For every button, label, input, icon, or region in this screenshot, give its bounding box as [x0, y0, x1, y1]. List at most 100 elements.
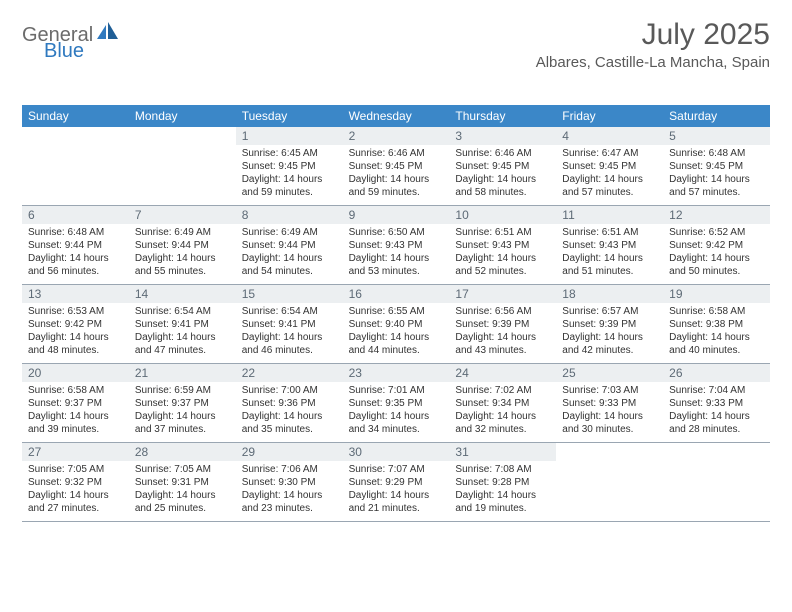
cell-body: Sunrise: 6:51 AMSunset: 9:43 PMDaylight:… [556, 224, 663, 282]
sunrise-text: Sunrise: 6:59 AM [135, 384, 230, 397]
daylight-text: Daylight: 14 hours and 59 minutes. [242, 173, 337, 199]
daylight-text: Daylight: 14 hours and 57 minutes. [562, 173, 657, 199]
sunset-text: Sunset: 9:45 PM [455, 160, 550, 173]
sunrise-text: Sunrise: 6:56 AM [455, 305, 550, 318]
day-number: 28 [129, 443, 236, 461]
sunrise-text: Sunrise: 7:05 AM [135, 463, 230, 476]
sunrise-text: Sunrise: 7:07 AM [349, 463, 444, 476]
week-row: 1Sunrise: 6:45 AMSunset: 9:45 PMDaylight… [22, 127, 770, 206]
day-number: 6 [22, 206, 129, 224]
dow-wednesday: Wednesday [343, 105, 450, 127]
cell-body: Sunrise: 6:47 AMSunset: 9:45 PMDaylight:… [556, 145, 663, 203]
sunrise-text: Sunrise: 6:53 AM [28, 305, 123, 318]
cell-body: Sunrise: 7:08 AMSunset: 9:28 PMDaylight:… [449, 461, 556, 519]
day-number: 7 [129, 206, 236, 224]
sunrise-text: Sunrise: 6:49 AM [135, 226, 230, 239]
day-number: 11 [556, 206, 663, 224]
calendar-cell: 1Sunrise: 6:45 AMSunset: 9:45 PMDaylight… [236, 127, 343, 205]
sunset-text: Sunset: 9:30 PM [242, 476, 337, 489]
day-number: 15 [236, 285, 343, 303]
calendar-cell: 22Sunrise: 7:00 AMSunset: 9:36 PMDayligh… [236, 364, 343, 442]
location-subtitle: Albares, Castille-La Mancha, Spain [536, 54, 770, 71]
daylight-text: Daylight: 14 hours and 43 minutes. [455, 331, 550, 357]
month-title: July 2025 [536, 18, 770, 52]
calendar-cell: 17Sunrise: 6:56 AMSunset: 9:39 PMDayligh… [449, 285, 556, 363]
dow-saturday: Saturday [663, 105, 770, 127]
daylight-text: Daylight: 14 hours and 34 minutes. [349, 410, 444, 436]
day-number: 2 [343, 127, 450, 145]
header: General July 2025 Albares, Castille-La M… [22, 18, 770, 71]
sunrise-text: Sunrise: 6:51 AM [455, 226, 550, 239]
dow-row: SundayMondayTuesdayWednesdayThursdayFrid… [22, 105, 770, 127]
cell-body: Sunrise: 6:57 AMSunset: 9:39 PMDaylight:… [556, 303, 663, 361]
cell-body: Sunrise: 7:01 AMSunset: 9:35 PMDaylight:… [343, 382, 450, 440]
calendar-cell: 7Sunrise: 6:49 AMSunset: 9:44 PMDaylight… [129, 206, 236, 284]
daylight-text: Daylight: 14 hours and 35 minutes. [242, 410, 337, 436]
cell-body: Sunrise: 6:49 AMSunset: 9:44 PMDaylight:… [236, 224, 343, 282]
calendar-cell-empty [129, 127, 236, 205]
sunrise-text: Sunrise: 6:58 AM [669, 305, 764, 318]
calendar-cell: 30Sunrise: 7:07 AMSunset: 9:29 PMDayligh… [343, 443, 450, 521]
cell-body: Sunrise: 6:58 AMSunset: 9:38 PMDaylight:… [663, 303, 770, 361]
calendar-cell: 6Sunrise: 6:48 AMSunset: 9:44 PMDaylight… [22, 206, 129, 284]
sunrise-text: Sunrise: 6:54 AM [242, 305, 337, 318]
day-number: 9 [343, 206, 450, 224]
cell-body: Sunrise: 6:50 AMSunset: 9:43 PMDaylight:… [343, 224, 450, 282]
week-row: 13Sunrise: 6:53 AMSunset: 9:42 PMDayligh… [22, 285, 770, 364]
sunset-text: Sunset: 9:44 PM [135, 239, 230, 252]
day-number: 16 [343, 285, 450, 303]
daylight-text: Daylight: 14 hours and 28 minutes. [669, 410, 764, 436]
sunset-text: Sunset: 9:36 PM [242, 397, 337, 410]
cell-body: Sunrise: 6:53 AMSunset: 9:42 PMDaylight:… [22, 303, 129, 361]
daylight-text: Daylight: 14 hours and 54 minutes. [242, 252, 337, 278]
sunset-text: Sunset: 9:37 PM [28, 397, 123, 410]
day-number: 25 [556, 364, 663, 382]
cell-body: Sunrise: 7:05 AMSunset: 9:32 PMDaylight:… [22, 461, 129, 519]
day-number [129, 127, 236, 145]
dow-monday: Monday [129, 105, 236, 127]
calendar-cell: 27Sunrise: 7:05 AMSunset: 9:32 PMDayligh… [22, 443, 129, 521]
cell-body: Sunrise: 6:56 AMSunset: 9:39 PMDaylight:… [449, 303, 556, 361]
sunrise-text: Sunrise: 6:48 AM [669, 147, 764, 160]
calendar-cell-empty [556, 443, 663, 521]
day-number: 13 [22, 285, 129, 303]
title-block: July 2025 Albares, Castille-La Mancha, S… [536, 18, 770, 71]
cell-body: Sunrise: 6:49 AMSunset: 9:44 PMDaylight:… [129, 224, 236, 282]
day-number: 10 [449, 206, 556, 224]
cell-body: Sunrise: 7:02 AMSunset: 9:34 PMDaylight:… [449, 382, 556, 440]
daylight-text: Daylight: 14 hours and 52 minutes. [455, 252, 550, 278]
sunrise-text: Sunrise: 6:50 AM [349, 226, 444, 239]
sunset-text: Sunset: 9:45 PM [562, 160, 657, 173]
day-number: 31 [449, 443, 556, 461]
calendar: SundayMondayTuesdayWednesdayThursdayFrid… [22, 105, 770, 522]
cell-body: Sunrise: 7:07 AMSunset: 9:29 PMDaylight:… [343, 461, 450, 519]
calendar-cell: 11Sunrise: 6:51 AMSunset: 9:43 PMDayligh… [556, 206, 663, 284]
daylight-text: Daylight: 14 hours and 39 minutes. [28, 410, 123, 436]
dow-sunday: Sunday [22, 105, 129, 127]
logo-sails-icon [97, 22, 119, 45]
daylight-text: Daylight: 14 hours and 40 minutes. [669, 331, 764, 357]
calendar-cell: 12Sunrise: 6:52 AMSunset: 9:42 PMDayligh… [663, 206, 770, 284]
daylight-text: Daylight: 14 hours and 46 minutes. [242, 331, 337, 357]
calendar-cell: 24Sunrise: 7:02 AMSunset: 9:34 PMDayligh… [449, 364, 556, 442]
daylight-text: Daylight: 14 hours and 56 minutes. [28, 252, 123, 278]
sunrise-text: Sunrise: 7:05 AM [28, 463, 123, 476]
cell-body: Sunrise: 6:58 AMSunset: 9:37 PMDaylight:… [22, 382, 129, 440]
sunrise-text: Sunrise: 7:02 AM [455, 384, 550, 397]
sunset-text: Sunset: 9:40 PM [349, 318, 444, 331]
sunset-text: Sunset: 9:33 PM [669, 397, 764, 410]
calendar-cell: 26Sunrise: 7:04 AMSunset: 9:33 PMDayligh… [663, 364, 770, 442]
sunset-text: Sunset: 9:35 PM [349, 397, 444, 410]
daylight-text: Daylight: 14 hours and 55 minutes. [135, 252, 230, 278]
cell-body: Sunrise: 6:48 AMSunset: 9:44 PMDaylight:… [22, 224, 129, 282]
cell-body: Sunrise: 6:51 AMSunset: 9:43 PMDaylight:… [449, 224, 556, 282]
day-number: 5 [663, 127, 770, 145]
daylight-text: Daylight: 14 hours and 21 minutes. [349, 489, 444, 515]
sunset-text: Sunset: 9:39 PM [455, 318, 550, 331]
sunset-text: Sunset: 9:41 PM [135, 318, 230, 331]
sunrise-text: Sunrise: 6:51 AM [562, 226, 657, 239]
calendar-cell: 3Sunrise: 6:46 AMSunset: 9:45 PMDaylight… [449, 127, 556, 205]
daylight-text: Daylight: 14 hours and 47 minutes. [135, 331, 230, 357]
sunset-text: Sunset: 9:44 PM [28, 239, 123, 252]
daylight-text: Daylight: 14 hours and 53 minutes. [349, 252, 444, 278]
